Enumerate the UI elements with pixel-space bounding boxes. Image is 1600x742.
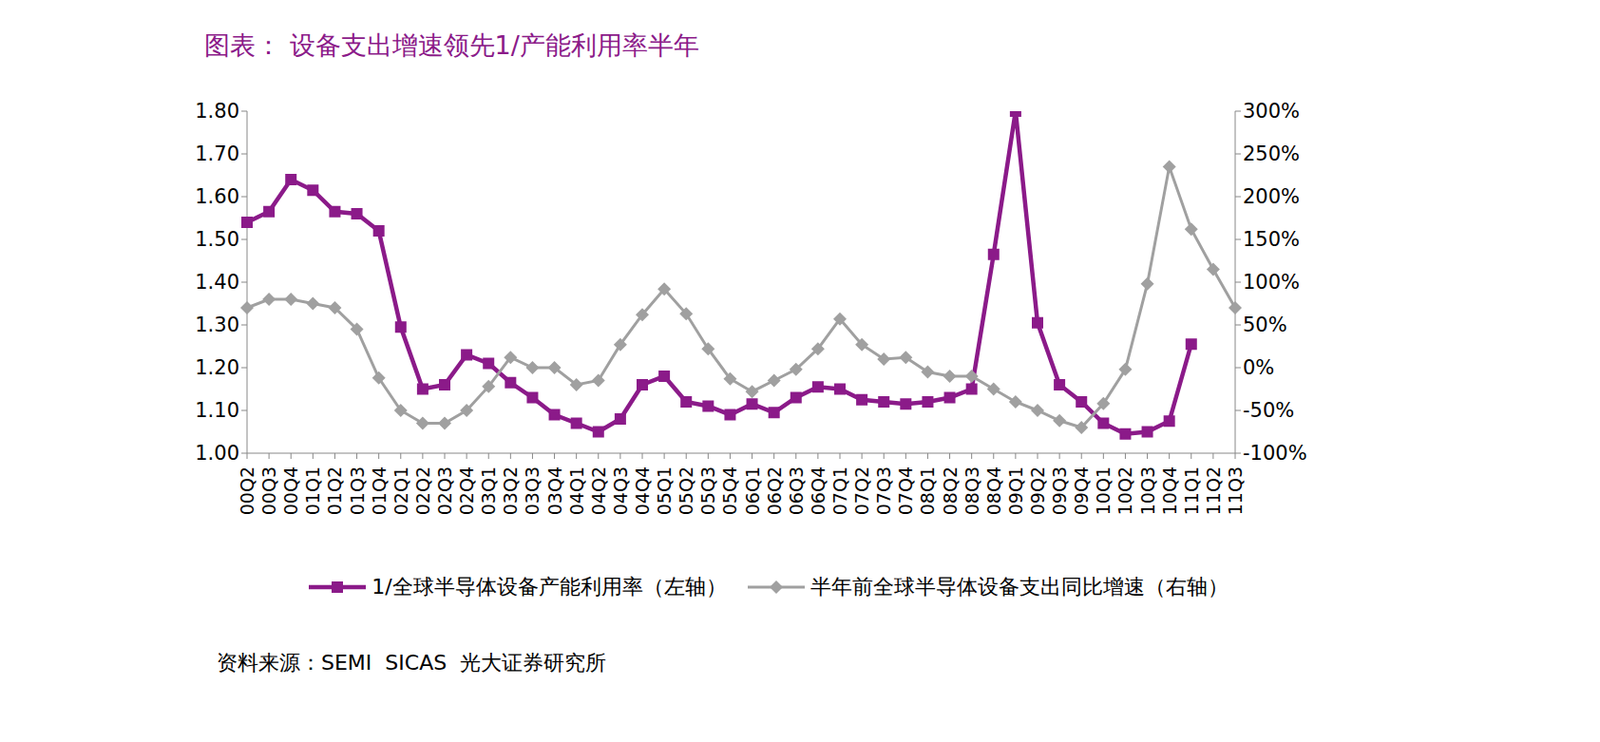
html-text:资料来源：SEMI SICAS 光大证券研究所: 资料来源：SEMI SICAS 光大证券研究所: [216, 650, 607, 675]
svg-text:10Q2: 10Q2: [1114, 466, 1136, 515]
svg-text:00Q3: 00Q3: [258, 466, 280, 515]
svg-text:200%: 200%: [1242, 185, 1300, 209]
svg-text:0%: 0%: [1242, 356, 1275, 380]
svg-text:1.20: 1.20: [194, 356, 240, 380]
svg-text:150%: 150%: [1242, 228, 1300, 251]
svg-text:01Q1: 01Q1: [302, 466, 324, 515]
svg-text:10Q4: 10Q4: [1159, 466, 1181, 515]
svg-text:07Q2: 07Q2: [851, 466, 873, 515]
svg-text:09Q3: 09Q3: [1048, 466, 1070, 515]
svg-text:1.80: 1.80: [194, 99, 240, 123]
svg-text:1.40: 1.40: [194, 270, 240, 294]
svg-text:50%: 50%: [1242, 313, 1288, 337]
svg-text:04Q2: 04Q2: [588, 466, 610, 515]
svg-text:08Q3: 08Q3: [961, 466, 983, 515]
svg-text:00Q4: 00Q4: [280, 466, 302, 515]
svg-text:11Q1: 11Q1: [1180, 466, 1202, 515]
svg-text:07Q3: 07Q3: [873, 466, 895, 515]
svg-text:02Q1: 02Q1: [390, 466, 412, 515]
svg-text:1.30: 1.30: [194, 313, 240, 337]
svg-text:01Q4: 01Q4: [368, 466, 390, 515]
html-text:1/全球半导体设备产能利用率（左轴）: 1/全球半导体设备产能利用率（左轴）: [371, 574, 727, 599]
html-text:图表： 设备支出增速领先1/产能利用率半年: 图表： 设备支出增速领先1/产能利用率半年: [204, 30, 700, 60]
svg-text:01Q2: 01Q2: [323, 466, 345, 515]
svg-text:06Q3: 06Q3: [785, 466, 807, 515]
svg-text:11Q2: 11Q2: [1202, 466, 1224, 515]
svg-text:08Q2: 08Q2: [939, 466, 961, 515]
svg-text:08Q4: 08Q4: [983, 466, 1005, 515]
svg-text:-50%: -50%: [1242, 399, 1295, 422]
svg-text:03Q2: 03Q2: [499, 466, 521, 515]
svg-text:07Q1: 07Q1: [829, 466, 851, 515]
svg-text:11Q3: 11Q3: [1224, 466, 1246, 515]
svg-text:1.10: 1.10: [194, 399, 240, 422]
svg-text:04Q1: 04Q1: [566, 466, 588, 515]
svg-text:05Q4: 05Q4: [719, 466, 741, 515]
svg-text:100%: 100%: [1242, 270, 1300, 294]
svg-text:02Q2: 02Q2: [412, 466, 434, 515]
svg-text:05Q2: 05Q2: [675, 466, 697, 515]
svg-text:04Q3: 04Q3: [609, 466, 631, 515]
svg-text:02Q4: 02Q4: [456, 466, 477, 515]
svg-text:09Q2: 09Q2: [1027, 466, 1048, 515]
svg-text:-100%: -100%: [1242, 441, 1308, 465]
svg-text:03Q1: 03Q1: [477, 466, 499, 515]
svg-text:06Q2: 06Q2: [763, 466, 785, 515]
svg-text:1.70: 1.70: [194, 142, 240, 166]
html-text:半年前全球半导体设备支出同比增速（右轴）: 半年前全球半导体设备支出同比增速（右轴）: [810, 574, 1229, 599]
svg-text:00Q2: 00Q2: [236, 466, 258, 515]
svg-text:1.00: 1.00: [194, 441, 240, 465]
svg-text:06Q1: 06Q1: [742, 466, 763, 515]
svg-text:1.60: 1.60: [194, 185, 240, 209]
svg-text:07Q4: 07Q4: [895, 466, 916, 515]
svg-text:03Q4: 03Q4: [544, 466, 566, 515]
svg-text:10Q3: 10Q3: [1137, 466, 1159, 515]
svg-text:1.50: 1.50: [194, 228, 240, 251]
svg-text:02Q3: 02Q3: [434, 466, 456, 515]
svg-text:06Q4: 06Q4: [807, 466, 829, 515]
svg-text:09Q4: 09Q4: [1070, 466, 1092, 515]
svg-text:10Q1: 10Q1: [1092, 466, 1114, 515]
svg-text:04Q4: 04Q4: [631, 466, 653, 515]
svg-text:300%: 300%: [1242, 99, 1300, 123]
svg-text:05Q1: 05Q1: [653, 466, 675, 515]
svg-text:01Q3: 01Q3: [346, 466, 368, 515]
svg-text:05Q3: 05Q3: [697, 466, 719, 515]
svg-text:09Q1: 09Q1: [1005, 466, 1027, 515]
svg-text:03Q3: 03Q3: [521, 466, 543, 515]
svg-text:08Q1: 08Q1: [916, 466, 938, 515]
svg-text:250%: 250%: [1242, 142, 1300, 166]
